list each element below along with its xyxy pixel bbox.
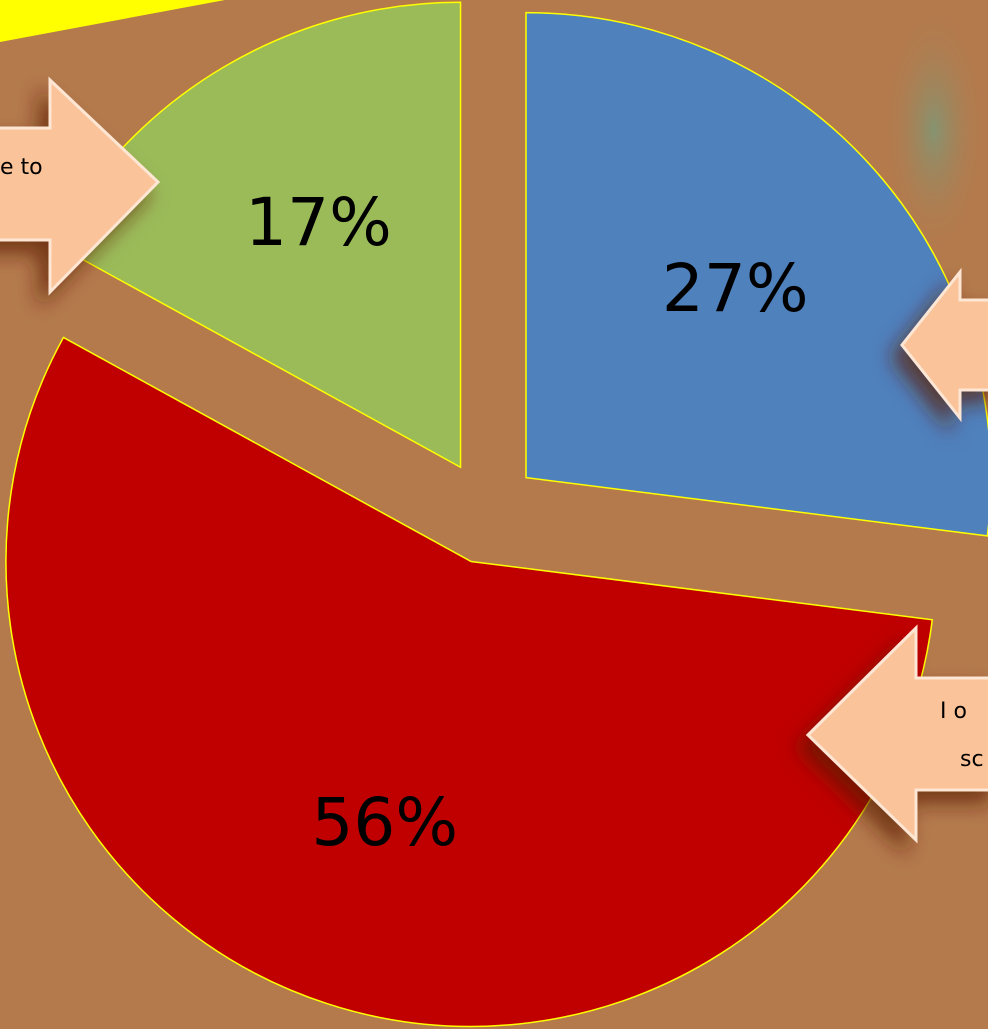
- callout-arrow: [900, 267, 988, 423]
- callout-label: I o: [940, 699, 967, 724]
- slice-label: 27%: [662, 250, 809, 327]
- title-banner: [0, 0, 225, 42]
- pie: [5, 1, 988, 1028]
- slice-label: 56%: [311, 784, 458, 861]
- pie-slice: [5, 336, 934, 1028]
- callout-label: e to: [0, 155, 43, 180]
- slice-label: 17%: [245, 184, 392, 261]
- pie-slice: [525, 11, 988, 537]
- callout-arrow: [0, 76, 161, 296]
- callout-arrow: [805, 624, 988, 844]
- callout-label: sc: [960, 747, 984, 772]
